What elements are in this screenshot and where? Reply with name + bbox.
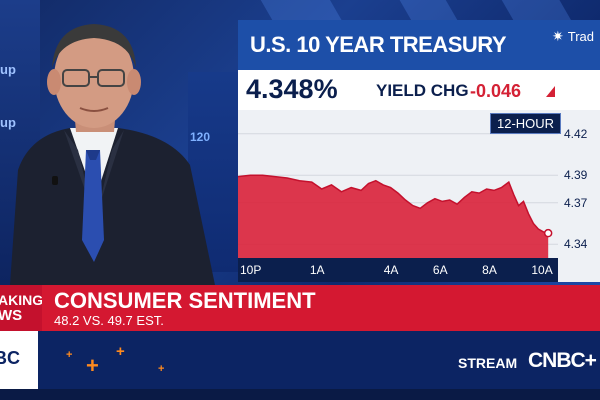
brand-name: Trad <box>567 29 594 44</box>
x-tick-label: 6A <box>433 263 448 277</box>
plus-icon: + <box>158 363 165 375</box>
breaking-news-tag: AKING WS <box>0 285 44 331</box>
chart-plot-area: 10P 1A 4A 6A 8A 10A 4.42 4.39 4.37 4.34 12-HOUR <box>238 110 600 282</box>
wall-text-2: up <box>0 115 16 130</box>
breaking-line-1: AKING <box>0 292 44 308</box>
plus-icon: + <box>116 343 125 360</box>
chart-title-band: U.S. 10 YEAR TREASURY ✷ Trad <box>238 20 600 70</box>
plus-icon: + <box>66 349 73 361</box>
y-tick-label: 4.42 <box>564 127 588 141</box>
plus-icon: + <box>86 353 99 378</box>
x-tick-label: 4A <box>384 263 399 277</box>
yield-chart: 10P 1A 4A 6A 8A 10A 4.42 4.39 4.37 4.34 <box>238 127 588 282</box>
logo-text: BC <box>0 348 20 368</box>
yield-line <box>238 174 549 234</box>
current-point <box>543 228 553 238</box>
x-tick-label: 8A <box>482 263 497 277</box>
yield-row: 4.348% YIELD CHG -0.046 <box>238 70 600 110</box>
treasury-chart-panel: U.S. 10 YEAR TREASURY ✷ Trad 4.348% YIELD… <box>238 20 600 282</box>
stream-label: STREAM <box>458 355 518 371</box>
monitor-text: 120 <box>190 130 211 144</box>
y-tick-label: 4.34 <box>564 237 588 251</box>
footer-strip <box>0 389 600 400</box>
headline-bar: CONSUMER SENTIMENT 48.2 VS. 49.7 EST. <box>42 285 600 331</box>
y-tick-label: 4.37 <box>564 196 588 210</box>
yield-value: 4.348% <box>246 74 338 104</box>
sparkle-icon: ✷ <box>552 28 564 44</box>
triangle-up-icon <box>546 86 555 97</box>
breaking-line-2: WS <box>0 307 23 324</box>
x-tick-label: 10A <box>531 263 552 277</box>
y-tick-label: 4.39 <box>564 168 588 182</box>
x-tick-label: 10P <box>240 263 261 277</box>
bottom-bar: + + + + STREAM CNBC+ <box>0 331 600 389</box>
network-logo-box: BC <box>0 331 38 389</box>
x-tick-label: 1A <box>310 263 325 277</box>
wall-text-1: up <box>0 62 16 77</box>
x-axis-band <box>238 258 558 282</box>
network-logo: CNBC+ <box>528 349 597 372</box>
yield-change-value: -0.046 <box>470 81 522 101</box>
data-provider-brand: ✷ Trad <box>552 28 594 45</box>
headline: CONSUMER SENTIMENT <box>54 288 316 313</box>
news-anchor <box>10 24 215 285</box>
period-badge: 12-HOUR <box>490 113 562 134</box>
yield-area <box>238 175 549 258</box>
chart-title: U.S. 10 YEAR TREASURY <box>250 32 507 57</box>
headline-subline: 48.2 VS. 49.7 EST. <box>54 313 164 328</box>
yield-change-label: YIELD CHG <box>376 81 469 100</box>
